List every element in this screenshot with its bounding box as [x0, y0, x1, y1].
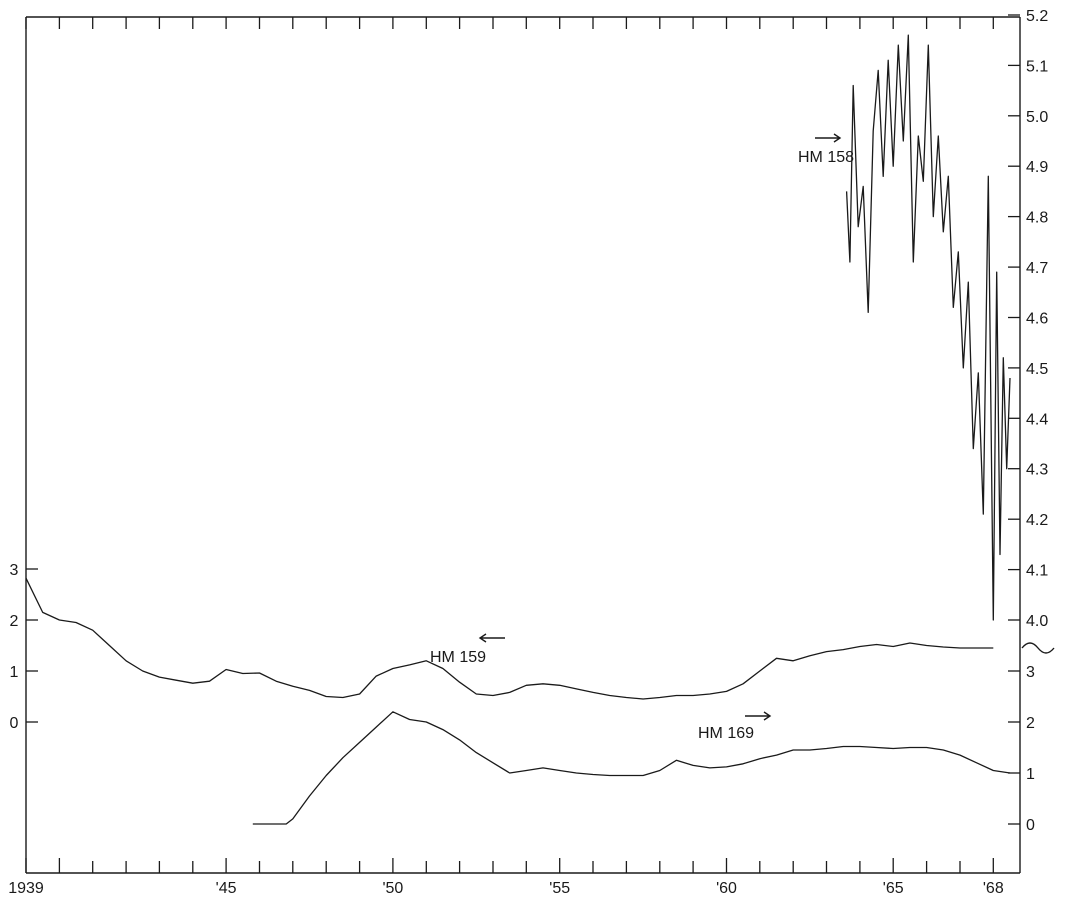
- right-upper-tick-label: 5.0: [1026, 109, 1048, 126]
- series-line-hm-169: [252, 711, 1011, 825]
- series-line-hm-159: [25, 577, 994, 700]
- right-upper-tick-label: 5.1: [1026, 58, 1048, 75]
- x-tick-label: '45: [216, 880, 237, 897]
- right-upper-tick-label: 4.2: [1026, 512, 1048, 529]
- right-lower-tick-label: 0: [1026, 817, 1035, 834]
- right-upper-tick-label: 4.7: [1026, 260, 1048, 277]
- right-lower-tick-label: 1: [1026, 766, 1035, 783]
- series-label-hm-158: HM 158: [798, 149, 854, 166]
- series-label-hm-159: HM 159: [430, 649, 486, 666]
- x-tick-labels: 1939 '45 '50 '55 '60 '65 '68: [8, 880, 1004, 897]
- right-upper-tick-label: 5.2: [1026, 8, 1048, 25]
- left-tick-label: 2: [10, 613, 19, 630]
- left-tick-label: 1: [10, 664, 19, 681]
- series-line-hm-158: [845, 34, 1011, 621]
- series-group: [25, 34, 1011, 825]
- left-tick-label: 3: [10, 562, 19, 579]
- right-upper-tick-label: 4.9: [1026, 159, 1048, 176]
- tick-marks: [25, 14, 1020, 873]
- right-upper-tick-label: 4.6: [1026, 311, 1048, 328]
- arrow-right-icon: [815, 133, 842, 143]
- x-tick-label: 1939: [8, 880, 44, 897]
- x-tick-label: '60: [716, 880, 737, 897]
- right-lower-tick-label: 2: [1026, 715, 1035, 732]
- x-tick-label: '55: [549, 880, 570, 897]
- right-upper-tick-label: 4.3: [1026, 462, 1048, 479]
- right-upper-tick-label: 4.0: [1026, 613, 1048, 630]
- series-labels: HM 158 HM 159 HM 169: [430, 133, 854, 742]
- right-upper-tick-label: 4.5: [1026, 361, 1048, 378]
- left-tick-labels: 3 2 1 0: [10, 562, 19, 732]
- right-upper-tick-label: 4.4: [1026, 411, 1048, 428]
- x-tick-label: '50: [382, 880, 403, 897]
- right-tick-labels: 5.2 5.1 5.0 4.9 4.8 4.7 4.6 4.5 4.4 4.3 4.2 4.1 4.0 3…: [1026, 8, 1048, 834]
- x-tick-label: '65: [883, 880, 904, 897]
- axes-frame: [25, 16, 1021, 874]
- left-tick-label: 0: [10, 715, 19, 732]
- arrow-right-icon: [745, 711, 772, 721]
- axis-break-mark: [1021, 642, 1055, 654]
- right-lower-tick-label: 3: [1026, 664, 1035, 681]
- right-upper-tick-label: 4.1: [1026, 563, 1048, 580]
- right-upper-tick-label: 4.8: [1026, 210, 1048, 227]
- series-label-hm-169: HM 169: [698, 725, 754, 742]
- arrow-left-icon: [478, 633, 505, 643]
- x-tick-label: '68: [983, 880, 1004, 897]
